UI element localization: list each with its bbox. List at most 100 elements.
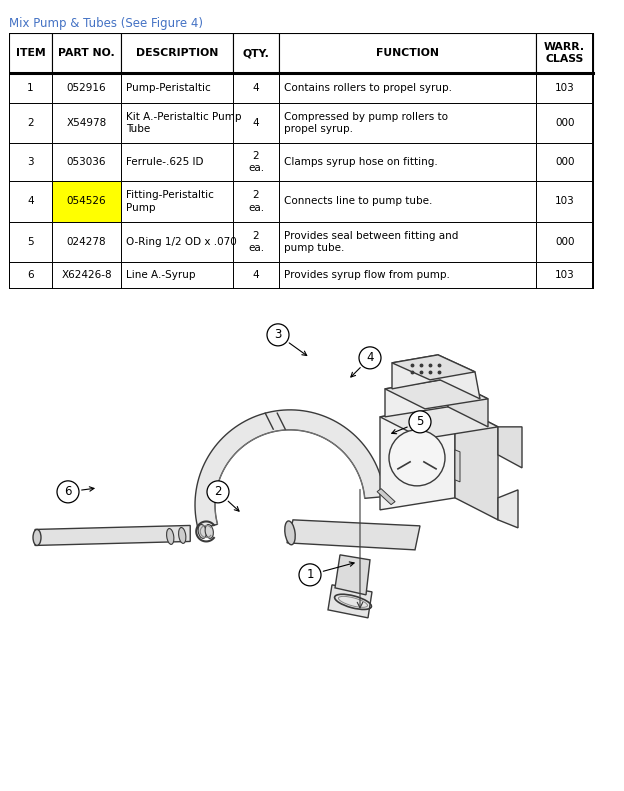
Text: WARR.
CLASS: WARR. CLASS <box>544 42 585 64</box>
Text: 103: 103 <box>555 83 575 93</box>
Text: Clamps syrup hose on fitting.: Clamps syrup hose on fitting. <box>283 157 437 167</box>
Text: 000: 000 <box>555 237 575 247</box>
Bar <box>9 221 52 262</box>
Circle shape <box>359 347 381 369</box>
Bar <box>279 33 536 73</box>
Bar <box>52 103 121 143</box>
Polygon shape <box>335 554 370 595</box>
Circle shape <box>207 481 229 503</box>
Circle shape <box>409 411 431 433</box>
Polygon shape <box>385 379 488 409</box>
Text: FUNCTION: FUNCTION <box>376 48 439 58</box>
Text: Provides syrup flow from pump.: Provides syrup flow from pump. <box>283 271 449 280</box>
Text: DESCRIPTION: DESCRIPTION <box>136 48 218 58</box>
Polygon shape <box>328 585 372 618</box>
Text: Provides seal between fitting and
pump tube.: Provides seal between fitting and pump t… <box>283 230 458 253</box>
Bar <box>536 143 593 181</box>
Text: 2: 2 <box>27 118 34 128</box>
Ellipse shape <box>33 529 41 546</box>
Text: 6: 6 <box>27 271 34 280</box>
Bar <box>9 262 52 289</box>
Polygon shape <box>287 520 420 550</box>
Text: O-Ring 1/2 OD x .070: O-Ring 1/2 OD x .070 <box>126 237 237 247</box>
Bar <box>121 221 233 262</box>
Polygon shape <box>455 405 498 520</box>
Text: 024278: 024278 <box>67 237 106 247</box>
Text: 4: 4 <box>253 271 260 280</box>
Text: 000: 000 <box>555 118 575 128</box>
Bar <box>233 73 279 103</box>
Text: 103: 103 <box>555 196 575 206</box>
Bar <box>121 143 233 181</box>
Text: 2: 2 <box>214 486 222 498</box>
Bar <box>536 262 593 289</box>
Polygon shape <box>392 355 480 399</box>
Text: Fitting-Peristaltic
Pump: Fitting-Peristaltic Pump <box>126 190 214 213</box>
Polygon shape <box>448 379 488 427</box>
Bar <box>536 221 593 262</box>
Text: X62426-8: X62426-8 <box>61 271 112 280</box>
Text: Connects line to pump tube.: Connects line to pump tube. <box>283 196 432 206</box>
Text: Compressed by pump rollers to
propel syrup.: Compressed by pump rollers to propel syr… <box>283 112 447 134</box>
Text: PART NO.: PART NO. <box>58 48 115 58</box>
Bar <box>279 73 536 103</box>
Bar <box>52 221 121 262</box>
Polygon shape <box>35 525 190 546</box>
Text: 052916: 052916 <box>67 83 106 93</box>
Text: 4: 4 <box>27 196 34 206</box>
Polygon shape <box>385 379 448 417</box>
Bar <box>536 181 593 221</box>
Ellipse shape <box>205 524 213 539</box>
Bar <box>279 262 536 289</box>
Bar <box>279 221 536 262</box>
Text: QTY.: QTY. <box>243 48 270 58</box>
Circle shape <box>299 564 321 586</box>
Ellipse shape <box>167 528 174 544</box>
Polygon shape <box>380 405 498 439</box>
Bar <box>233 221 279 262</box>
Bar <box>233 143 279 181</box>
Text: 5: 5 <box>416 415 424 429</box>
Bar <box>52 33 121 73</box>
Text: Contains rollers to propel syrup.: Contains rollers to propel syrup. <box>283 83 452 93</box>
Text: 3: 3 <box>27 157 34 167</box>
Bar <box>233 262 279 289</box>
Bar <box>52 181 121 221</box>
Text: 4: 4 <box>253 83 260 93</box>
Polygon shape <box>380 405 455 510</box>
Polygon shape <box>392 355 475 380</box>
Text: 054526: 054526 <box>67 196 106 206</box>
Bar <box>9 103 52 143</box>
Bar <box>233 103 279 143</box>
Bar <box>233 33 279 73</box>
Polygon shape <box>498 427 522 467</box>
Bar <box>52 143 121 181</box>
Text: 4: 4 <box>253 118 260 128</box>
Bar <box>279 143 536 181</box>
Text: 103: 103 <box>555 271 575 280</box>
Text: 4: 4 <box>366 351 374 365</box>
Text: 5: 5 <box>27 237 34 247</box>
Text: Kit A.-Peristaltic Pump
Tube: Kit A.-Peristaltic Pump Tube <box>126 112 241 134</box>
Polygon shape <box>498 490 518 528</box>
Text: 1: 1 <box>306 569 314 581</box>
Text: 000: 000 <box>555 157 575 167</box>
Bar <box>536 33 593 73</box>
Bar <box>121 262 233 289</box>
Text: 2
ea.: 2 ea. <box>248 151 264 173</box>
Bar <box>279 181 536 221</box>
Bar <box>52 262 121 289</box>
Circle shape <box>57 481 79 503</box>
Text: 3: 3 <box>275 328 281 342</box>
Text: Ferrule-.625 ID: Ferrule-.625 ID <box>126 157 203 167</box>
Bar <box>121 103 233 143</box>
Bar <box>9 73 52 103</box>
Text: Line A.-Syrup: Line A.-Syrup <box>126 271 196 280</box>
Polygon shape <box>195 410 384 529</box>
Polygon shape <box>377 489 395 505</box>
Bar <box>233 181 279 221</box>
Text: 1: 1 <box>27 83 34 93</box>
Bar <box>52 73 121 103</box>
Text: 6: 6 <box>64 486 72 498</box>
Bar <box>9 143 52 181</box>
